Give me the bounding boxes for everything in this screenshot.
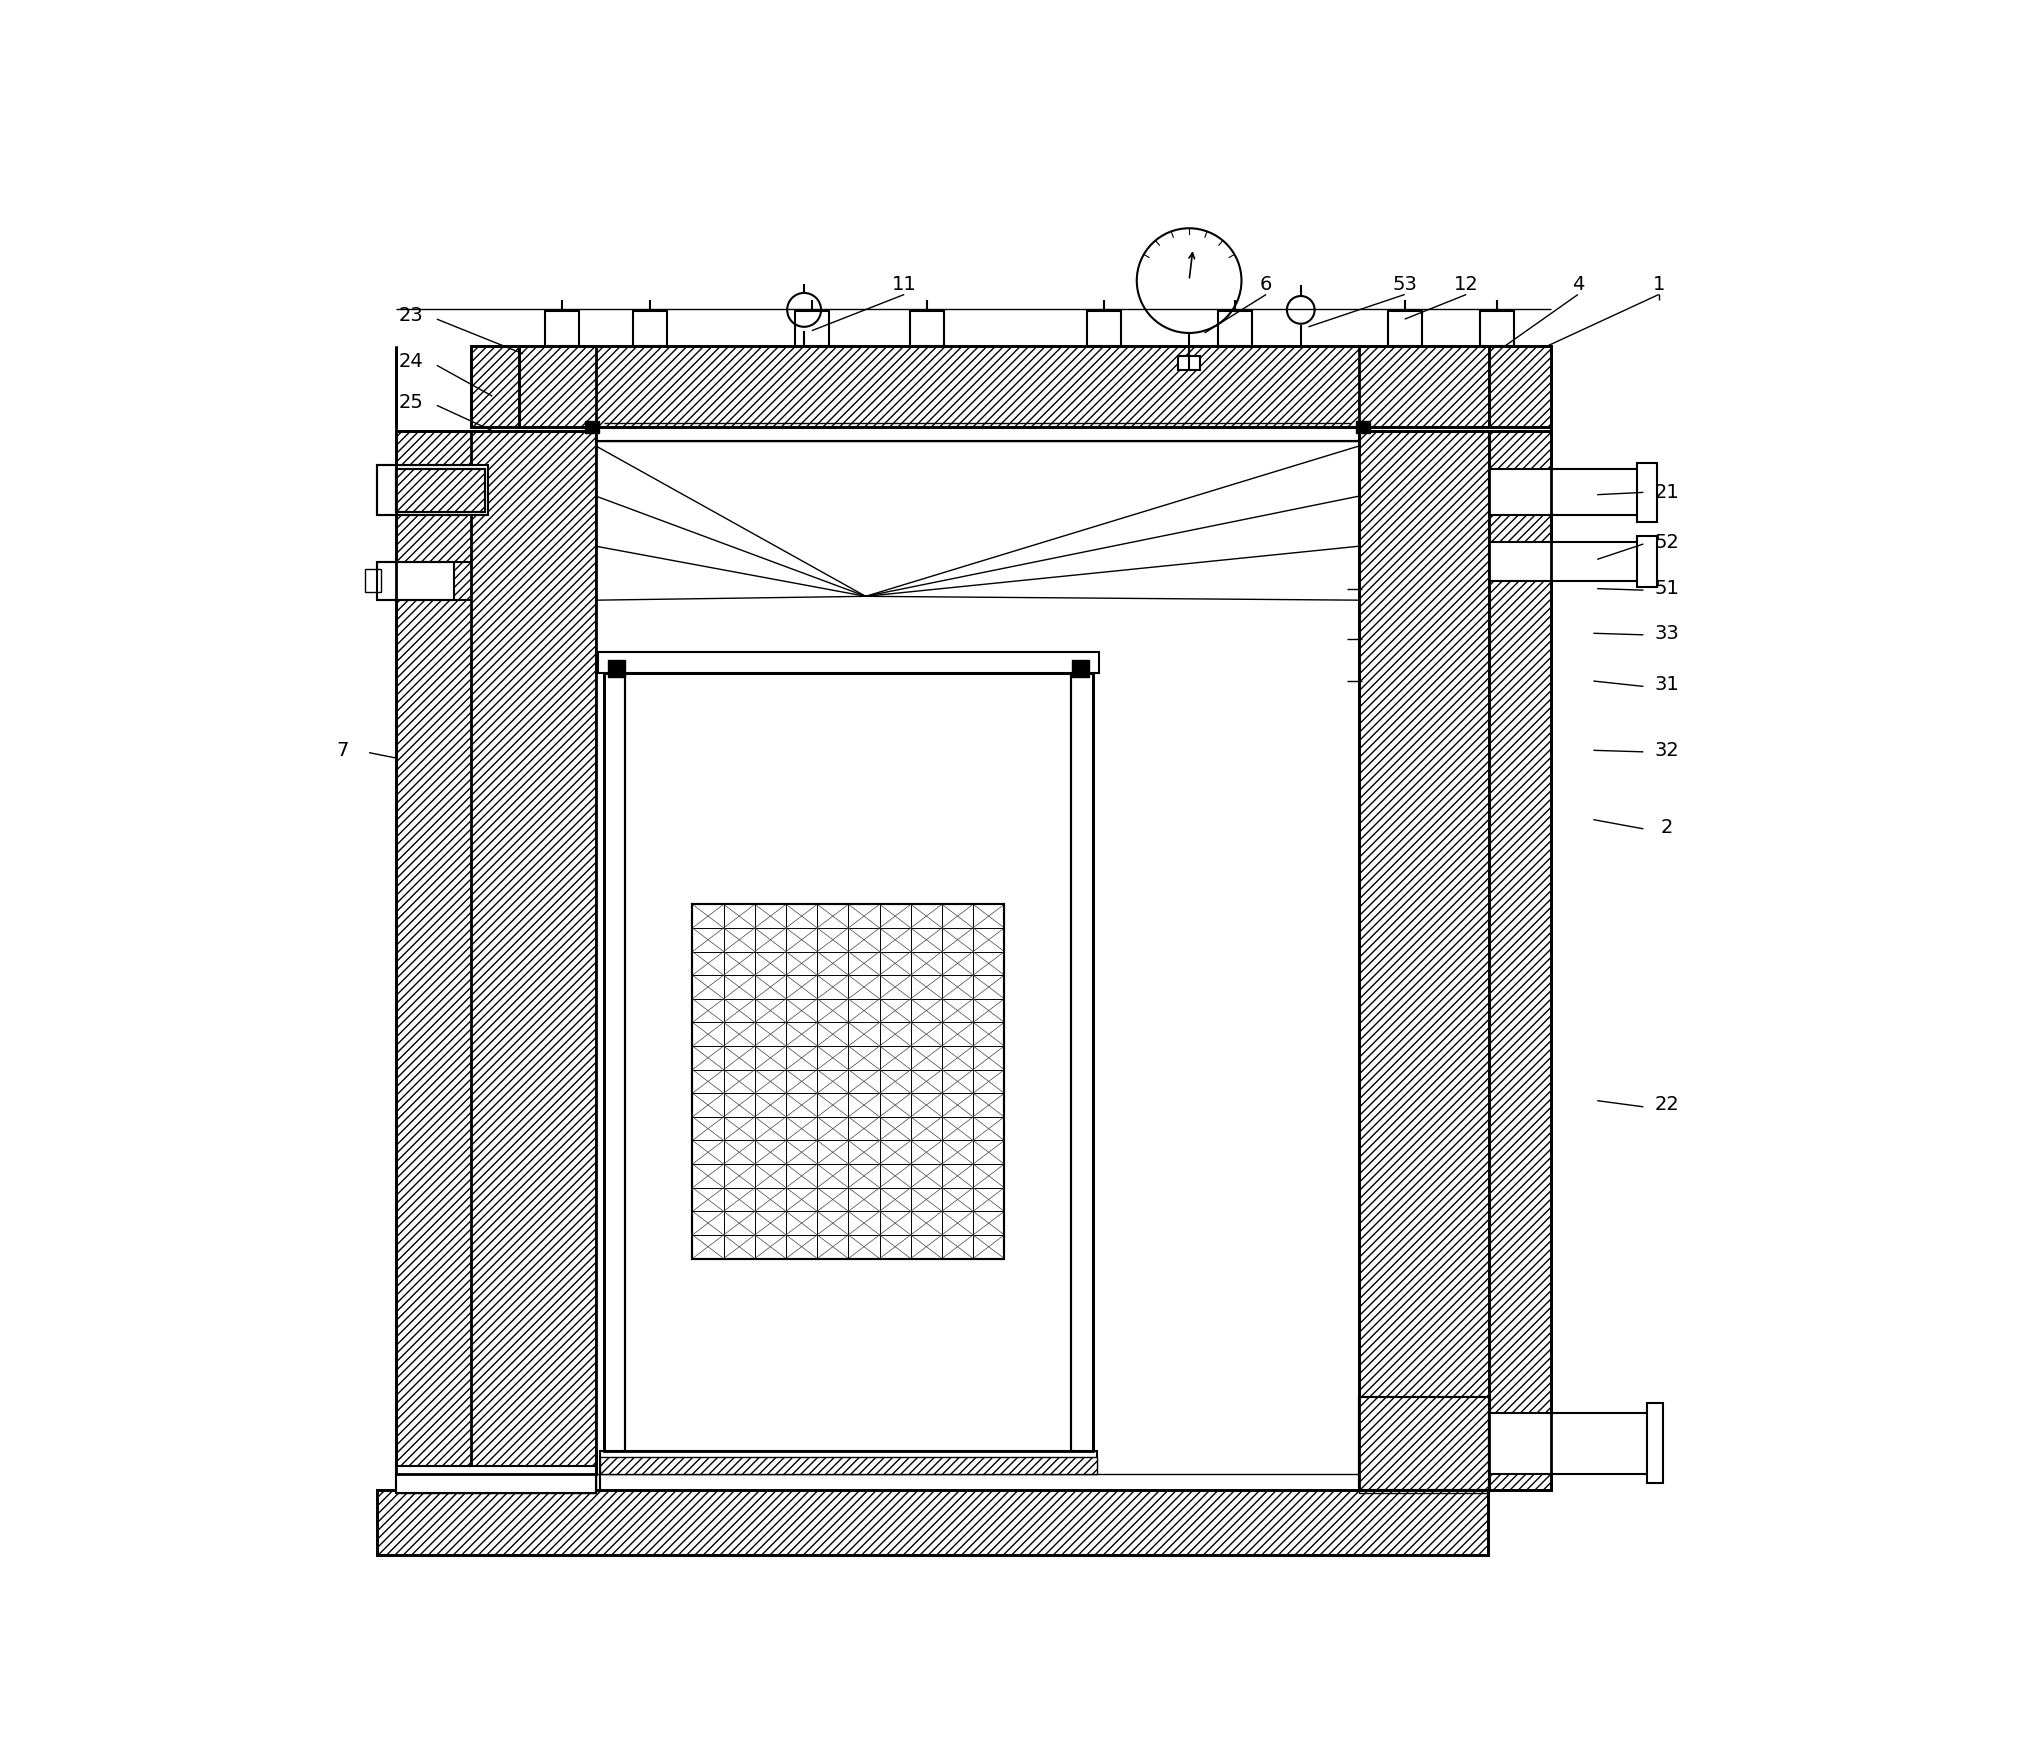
Bar	[396, 431, 596, 1474]
Bar	[604, 673, 1092, 1451]
Bar	[1490, 347, 1551, 426]
Text: 6: 6	[1260, 275, 1272, 294]
Bar	[1637, 537, 1658, 586]
Text: 2: 2	[1660, 817, 1672, 836]
Bar	[472, 431, 596, 1474]
Bar	[378, 465, 489, 516]
Bar	[1217, 312, 1252, 347]
Bar	[1490, 347, 1551, 426]
Bar	[1387, 312, 1421, 347]
Bar	[545, 312, 579, 347]
Bar	[1359, 1474, 1490, 1493]
Bar	[693, 905, 1003, 1259]
Text: 53: 53	[1393, 275, 1417, 294]
Bar	[519, 347, 1551, 426]
Bar	[519, 347, 1551, 426]
Text: 22: 22	[1654, 1095, 1680, 1115]
Bar	[1072, 660, 1088, 678]
Text: 31: 31	[1654, 676, 1680, 694]
Bar	[378, 1490, 1488, 1555]
Bar	[600, 1456, 1096, 1474]
Bar	[396, 468, 485, 512]
Bar	[634, 312, 666, 347]
Bar	[604, 673, 1092, 1451]
Bar	[396, 1467, 596, 1493]
Bar	[1359, 431, 1551, 1490]
Bar	[596, 440, 1359, 673]
Bar	[1357, 421, 1371, 433]
Bar	[365, 569, 382, 592]
Text: 4: 4	[1571, 275, 1585, 294]
Bar	[396, 1467, 596, 1493]
Text: 23: 23	[400, 306, 424, 324]
Text: 32: 32	[1654, 741, 1680, 759]
Bar	[795, 312, 828, 347]
Bar	[1480, 312, 1514, 347]
Bar	[596, 426, 1359, 440]
Bar	[1490, 1412, 1660, 1474]
Text: 33: 33	[1654, 623, 1680, 643]
Bar	[1359, 431, 1551, 1490]
Bar	[598, 652, 1098, 673]
Text: 7: 7	[335, 741, 349, 759]
Bar	[1179, 356, 1199, 370]
Bar	[1092, 673, 1359, 1451]
Bar	[472, 347, 519, 426]
Bar	[1637, 463, 1658, 521]
Bar	[396, 431, 596, 1474]
Text: 21: 21	[1654, 483, 1680, 502]
Bar	[378, 1490, 1488, 1555]
Bar	[396, 431, 596, 1474]
Bar	[1359, 431, 1551, 1490]
Bar	[604, 673, 1092, 1451]
Bar	[1648, 1404, 1664, 1483]
Bar	[693, 905, 1003, 1259]
Text: 51: 51	[1654, 579, 1680, 599]
Bar	[396, 468, 485, 512]
Text: 1: 1	[1654, 275, 1666, 294]
Bar	[378, 562, 454, 601]
Bar	[472, 347, 519, 426]
Text: 11: 11	[892, 275, 917, 294]
Bar	[608, 660, 624, 678]
Bar	[586, 421, 598, 433]
Text: 12: 12	[1454, 275, 1478, 294]
Bar	[1359, 431, 1490, 1490]
Bar	[1490, 468, 1652, 516]
Bar	[600, 1451, 1096, 1474]
Text: 52: 52	[1654, 534, 1680, 551]
Bar	[596, 673, 604, 1451]
Bar	[1359, 1396, 1490, 1490]
Bar	[911, 312, 945, 347]
Bar	[1088, 312, 1121, 347]
Bar	[1490, 542, 1652, 581]
Bar	[1359, 1396, 1490, 1490]
Text: 24: 24	[400, 352, 424, 372]
Text: 25: 25	[400, 393, 424, 412]
